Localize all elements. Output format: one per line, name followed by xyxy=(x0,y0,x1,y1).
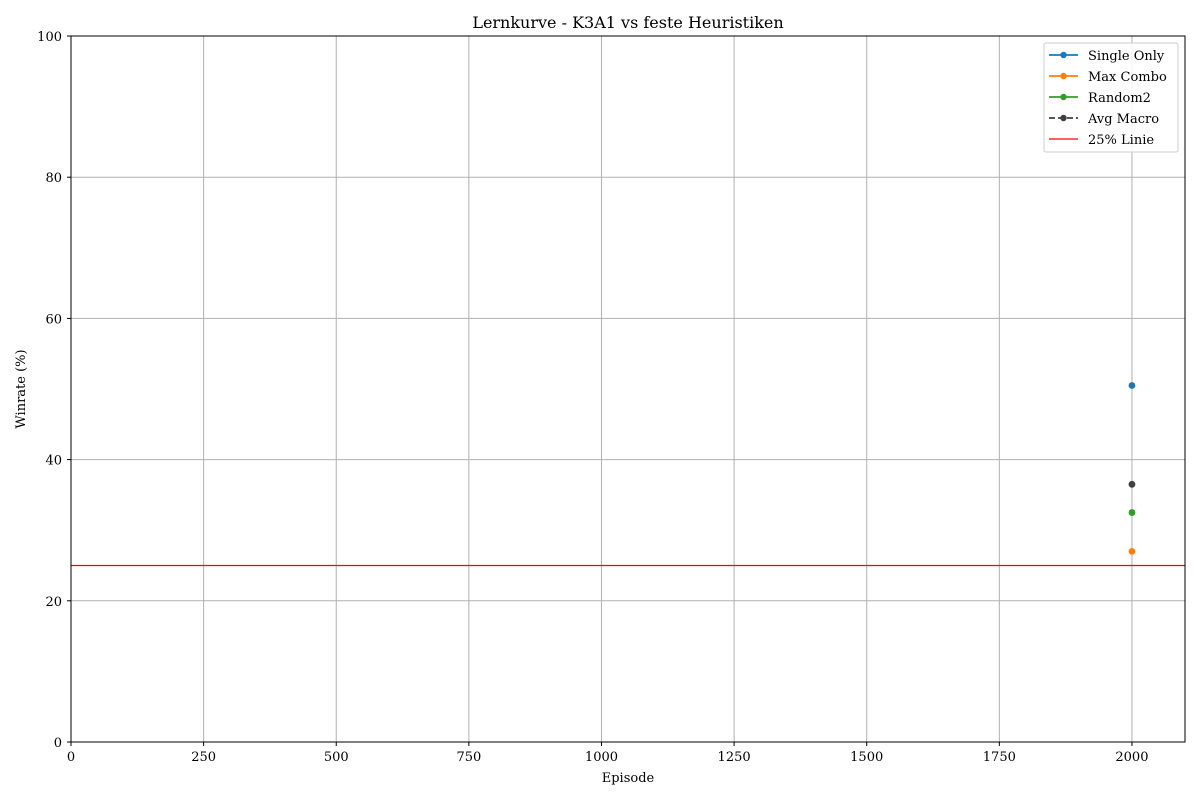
legend-entry: Avg Macro xyxy=(1049,112,1159,127)
y-tick-label: 40 xyxy=(45,454,62,469)
legend-marker xyxy=(1060,51,1067,59)
x-tick-label: 1000 xyxy=(585,750,618,765)
data-point xyxy=(1128,382,1136,389)
x-tick-label: 250 xyxy=(191,750,216,765)
legend-label: Single Only xyxy=(1088,49,1165,64)
legend-entry: 25% Linie xyxy=(1049,133,1154,148)
data-point xyxy=(1128,547,1136,555)
y-tick-label: 100 xyxy=(37,30,62,45)
legend-entry: Single Only xyxy=(1049,49,1165,64)
legend: Single Only Max Combo Random2 Avg Macro 25% … xyxy=(1043,42,1179,153)
legend-entry: Random2 xyxy=(1049,91,1151,106)
legend-label: 25% Linie xyxy=(1088,133,1154,148)
x-tick-label: 1250 xyxy=(718,750,751,765)
x-tick-label: 750 xyxy=(456,750,481,765)
legend-marker xyxy=(1060,93,1067,101)
x-tick-label: 2000 xyxy=(1115,750,1148,765)
x-tick-label: 500 xyxy=(324,750,349,765)
series-single-only xyxy=(1128,382,1136,389)
legend-label: Max Combo xyxy=(1088,70,1167,85)
y-tick-label: 0 xyxy=(54,736,62,751)
series-avg-macro xyxy=(1128,480,1136,488)
legend-marker xyxy=(1060,72,1067,80)
y-axis-label: Winrate (%) xyxy=(14,349,29,428)
legend-entry: Max Combo xyxy=(1049,70,1167,85)
y-tick-label: 20 xyxy=(45,595,62,610)
y-tick-label: 60 xyxy=(45,312,62,327)
legend-marker xyxy=(1060,114,1067,122)
x-tick-label: 1500 xyxy=(850,750,883,765)
data-series xyxy=(1128,382,1136,555)
data-point xyxy=(1128,480,1136,488)
chart-title: Lernkurve - K3A1 vs feste Heuristiken xyxy=(472,13,783,32)
series-random2 xyxy=(1128,509,1136,516)
axis-ticks: 0 250 500 750 1000 1250 1500 1750 2000 0 20 40 60 80 1… xyxy=(37,30,1148,765)
legend-label: Random2 xyxy=(1088,91,1151,106)
data-point xyxy=(1128,509,1136,516)
series-max-combo xyxy=(1128,547,1136,555)
legend-box xyxy=(1043,42,1179,153)
legend-label: Avg Macro xyxy=(1087,112,1159,127)
y-tick-label: 80 xyxy=(45,171,62,186)
grid-lines xyxy=(70,35,1185,743)
x-tick-label: 0 xyxy=(67,750,75,765)
x-tick-label: 1750 xyxy=(983,750,1016,765)
x-axis-label: Episode xyxy=(602,771,655,786)
plot-frame xyxy=(70,35,1186,743)
